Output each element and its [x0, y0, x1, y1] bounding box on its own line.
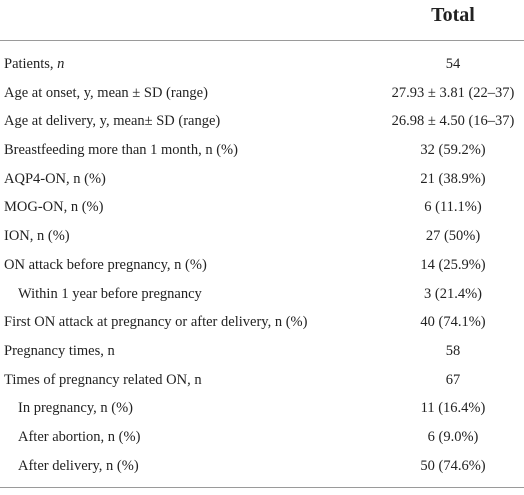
label-text: After delivery, n (%) [18, 457, 139, 474]
table-row: Within 1 year before pregnancy 3 (21.4%) [0, 280, 524, 309]
label-text: AQP4-ON, n (%) [4, 170, 106, 187]
table-row: Breastfeeding more than 1 month, n (%) 32… [0, 136, 524, 165]
total-value: 58 [445, 342, 461, 359]
table-row: Age at delivery, y, mean± SD (range) 26.9… [0, 107, 524, 136]
table-row: AQP4-ON, n (%) 21 (38.9%) [0, 165, 524, 194]
row-label: Age at delivery, y, mean± SD (range) [4, 107, 220, 136]
row-label: MOG-ON, n (%) [4, 193, 103, 222]
row-label: AQP4-ON, n (%) [4, 165, 106, 194]
total-value: 32 (59.2%) [420, 142, 486, 159]
label-text: ON attack before pregnancy, n (%) [4, 256, 207, 273]
row-label: Age at onset, y, mean ± SD (range) [4, 79, 208, 108]
total-value: 21 (38.9%) [420, 170, 486, 187]
row-label: Within 1 year before pregnancy [18, 280, 202, 309]
table-header: Total [0, 0, 524, 41]
total-value: 6 (11.1%) [424, 199, 482, 216]
row-label: Times of pregnancy related ON, n [4, 366, 202, 395]
row-label: Pregnancy times, n [4, 337, 115, 366]
total-value: 11 (16.4%) [420, 400, 486, 417]
row-label: ON attack before pregnancy, n (%) [4, 251, 207, 280]
total-value: 50 (74.6%) [420, 457, 486, 474]
column-header: Total [431, 4, 475, 26]
label-text: After abortion, n (%) [18, 428, 141, 445]
table-row: Age at onset, y, mean ± SD (range) 27.93 … [0, 79, 524, 108]
total-value: 6 (9.0%) [427, 428, 479, 445]
label-text: First ON attack at pregnancy or after de… [4, 314, 308, 331]
label-text: In pregnancy, n (%) [18, 400, 134, 417]
total-value: 54 [445, 56, 461, 72]
row-label: After abortion, n (%) [18, 423, 140, 452]
table-row: Times of pregnancy related ON, n 67 [0, 366, 524, 395]
total-value: 27 (50%) [425, 228, 481, 245]
label-italic: n [57, 56, 65, 72]
total-value: 3 (21.4%) [424, 285, 482, 302]
table-row: ON attack before pregnancy, n (%) 14 (25.… [0, 251, 524, 280]
row-label: Patients, n [4, 50, 64, 79]
row-label: ION, n (%) [4, 222, 70, 251]
total-value: 26.98 ± 4.50 (16–37) [391, 113, 515, 130]
label-text: MOG-ON, n (%) [4, 199, 104, 216]
label-text: Breastfeeding more than 1 month, n (%) [4, 142, 238, 159]
total-value: 40 (74.1%) [420, 314, 486, 331]
row-label: In pregnancy, n (%) [18, 394, 133, 423]
table-row: Pregnancy times, n 58 [0, 337, 524, 366]
label-text: Age at delivery, y, mean± SD (range) [4, 113, 221, 130]
label-text: Age at onset, y, mean ± SD (range) [4, 84, 208, 101]
row-label: Breastfeeding more than 1 month, n (%) [4, 136, 238, 165]
table-row: Patients, n 54 [0, 50, 524, 79]
table-body: Patients, n 54 Age at onset, y, mean ± SD … [0, 50, 524, 480]
total-value: 27.93 ± 3.81 (22–37) [391, 84, 515, 101]
total-value: 67 [445, 371, 461, 388]
table-row: After abortion, n (%) 6 (9.0%) [0, 423, 524, 452]
table-row: In pregnancy, n (%) 11 (16.4%) [0, 394, 524, 423]
row-label: First ON attack at pregnancy or after de… [4, 308, 307, 337]
total-value: 14 (25.9%) [420, 256, 486, 273]
label-text: Patients, [4, 56, 58, 72]
label-text: Times of pregnancy related ON, n [4, 371, 202, 388]
table-row: ION, n (%) 27 (50%) [0, 222, 524, 251]
label-text: Pregnancy times, n [4, 342, 115, 359]
label-text: ION, n (%) [4, 228, 70, 245]
table-row: After delivery, n (%) 50 (74.6%) [0, 452, 524, 481]
table-row: First ON attack at pregnancy or after de… [0, 308, 524, 337]
row-label: After delivery, n (%) [18, 452, 139, 481]
label-text: Within 1 year before pregnancy [18, 285, 202, 302]
bottom-rule [0, 487, 524, 488]
table-row: MOG-ON, n (%) 6 (11.1%) [0, 193, 524, 222]
